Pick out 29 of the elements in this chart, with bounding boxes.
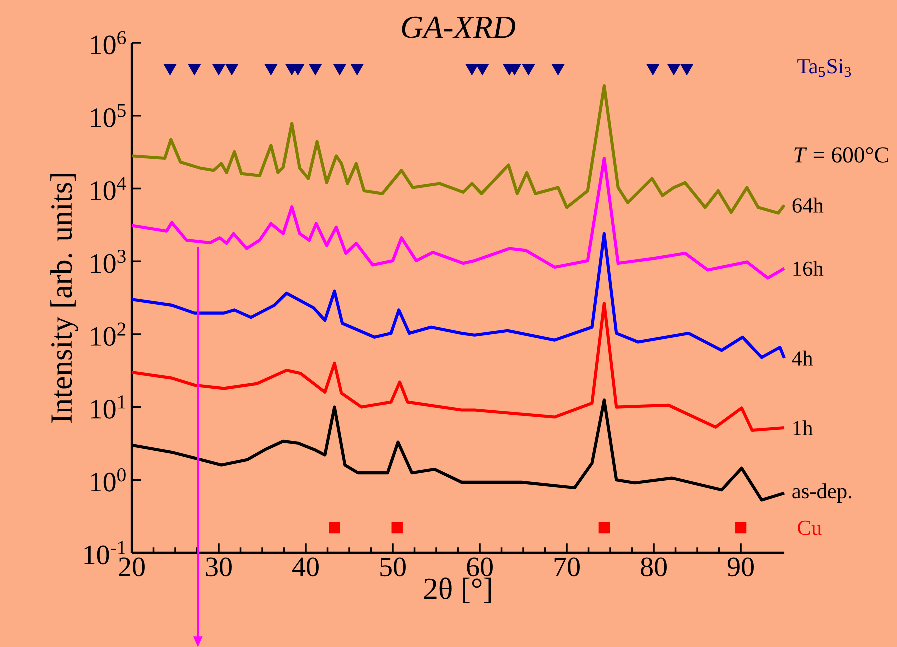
- x-tick-label: 30: [206, 558, 232, 577]
- x-tick-label: 70: [554, 558, 580, 577]
- line-series: [130, 302, 786, 432]
- y-tick-label: 10$^{3}$: [91, 250, 126, 274]
- y-tick-label: 10$^{5}$: [91, 104, 126, 128]
- text: Ta$_{5}$Si$_{3}$: [798, 59, 852, 78]
- x-tick-label: 60: [467, 558, 493, 577]
- x-axis-title: 2θ [°]: [424, 578, 492, 604]
- chart-title: GA-XRD: [402, 16, 516, 38]
- y-tick-label: 10$^{4}$: [91, 177, 126, 200]
- y-tick-label: 10$^{0}$: [91, 468, 126, 492]
- series-label: 16h: [794, 261, 824, 276]
- line-series: [130, 232, 786, 360]
- y-tick-label: 10$^{1}$: [91, 396, 126, 419]
- y-axis-title: Intensity [arb. units]: [50, 174, 78, 423]
- line-series: [130, 156, 786, 280]
- y-tick-label: 10$^{6}$: [91, 31, 126, 55]
- series-label: 64h: [792, 198, 824, 213]
- series-label: 4h: [792, 350, 813, 366]
- series-label: as-dep.: [792, 484, 852, 503]
- x-tick-label: 50: [380, 558, 406, 577]
- x-tick-label: 40: [292, 558, 319, 577]
- y-tick-label: 10$^{2}$: [91, 322, 126, 346]
- text: T = 600°C: [794, 148, 888, 163]
- series-label: 1h: [794, 420, 813, 436]
- line-series: [130, 84, 786, 215]
- text: Cu: [798, 520, 822, 536]
- x-tick-label: 80: [641, 558, 667, 577]
- x-tick-label: 90: [728, 558, 754, 577]
